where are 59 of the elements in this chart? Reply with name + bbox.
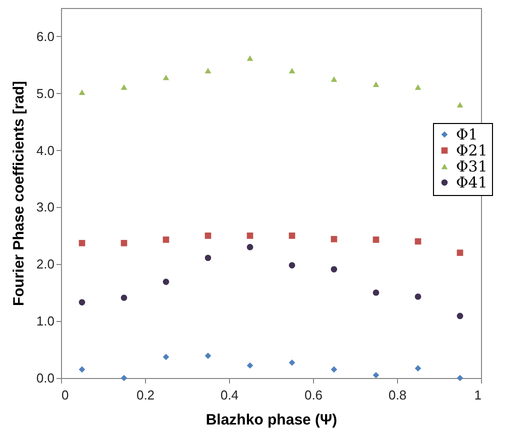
point	[78, 299, 86, 306]
point	[120, 84, 128, 90]
legend-label: Φ21	[456, 142, 488, 160]
point	[330, 236, 338, 242]
point	[204, 68, 212, 74]
y-tick-label: 0.0	[36, 370, 54, 386]
point	[288, 232, 296, 239]
x-axis-title: Blazhko phase (Ψ)	[206, 412, 338, 428]
point	[372, 372, 380, 378]
point	[456, 374, 464, 382]
x-tick-label: 0.4	[220, 388, 239, 402]
point	[414, 238, 422, 245]
point	[204, 352, 212, 359]
y-tick-label: 3.0	[36, 200, 54, 215]
point	[372, 236, 380, 243]
point	[456, 102, 464, 108]
y-tick-label: 4.0	[36, 142, 54, 158]
point	[414, 293, 422, 300]
x-tick-label: 0.6	[304, 388, 323, 402]
point	[162, 74, 170, 80]
point	[372, 289, 380, 296]
x-tick-label: 1	[474, 388, 482, 402]
point	[162, 354, 170, 360]
point	[288, 68, 296, 74]
point	[204, 254, 212, 262]
x-tick-label: 0	[62, 388, 69, 402]
point	[246, 55, 254, 61]
point	[204, 232, 212, 239]
y-tick-label: 2.0	[36, 256, 54, 272]
point	[162, 236, 170, 243]
point	[120, 240, 128, 246]
legend-label: Φ1	[456, 126, 478, 144]
point	[246, 362, 254, 369]
point	[288, 359, 296, 366]
point	[120, 374, 128, 382]
point	[414, 84, 422, 90]
point	[330, 366, 338, 373]
point	[78, 240, 86, 246]
point	[372, 82, 380, 88]
point	[456, 312, 464, 320]
point	[456, 250, 464, 256]
x-tick-label: 0.2	[136, 388, 155, 402]
point	[78, 366, 86, 373]
point	[414, 365, 422, 372]
y-axis-title: Fourier Phase coefficients [rad]	[10, 80, 28, 306]
point	[288, 262, 296, 268]
point	[246, 232, 254, 239]
point	[330, 266, 338, 272]
x-tick-label: 0.8	[388, 388, 407, 402]
point	[162, 278, 170, 285]
point	[330, 76, 338, 82]
point	[246, 244, 254, 250]
point	[120, 294, 128, 301]
y-tick-label: 5.0	[36, 86, 54, 101]
y-tick-label: 6.0	[36, 28, 54, 44]
y-tick-label: 1.0	[36, 314, 54, 329]
legend-label: Φ41	[456, 174, 488, 192]
legend-label: Φ31	[456, 158, 488, 176]
point	[78, 90, 86, 95]
